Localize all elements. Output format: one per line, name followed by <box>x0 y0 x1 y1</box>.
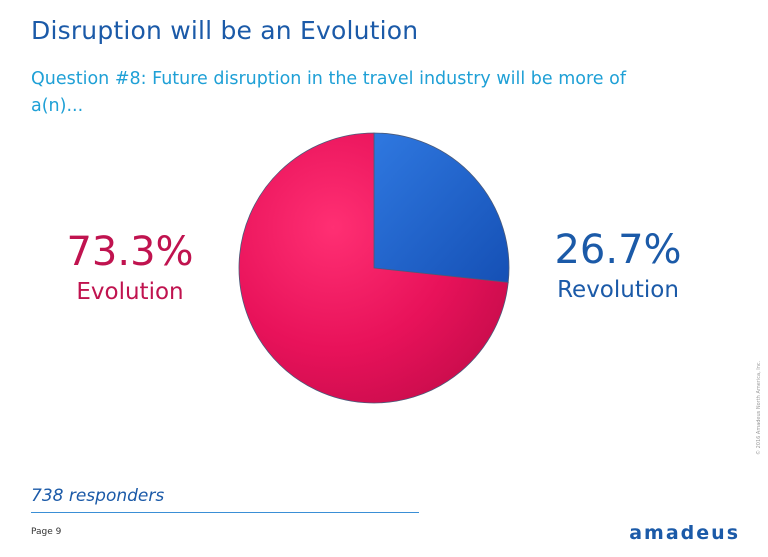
slide-title: Disruption will be an Evolution <box>31 16 419 45</box>
pie-slice-revolution <box>373 132 510 283</box>
evolution-percent-label: 73.3% <box>66 229 194 275</box>
pie-slice-evolution <box>238 132 509 404</box>
slide-subtitle: Question #8: Future disruption in the tr… <box>31 69 626 116</box>
responders-count: 738 responders <box>31 486 165 506</box>
revolution-percent-label: 26.7% <box>554 227 682 273</box>
copyright-notice: © 2016 Amadeus North America, Inc. <box>756 360 762 455</box>
evolution-label: Evolution <box>76 279 184 305</box>
page-number: Page 9 <box>31 527 62 537</box>
revolution-label: Revolution <box>557 277 679 303</box>
amadeus-logo: amadeus <box>629 522 740 544</box>
footer-divider <box>31 512 419 513</box>
